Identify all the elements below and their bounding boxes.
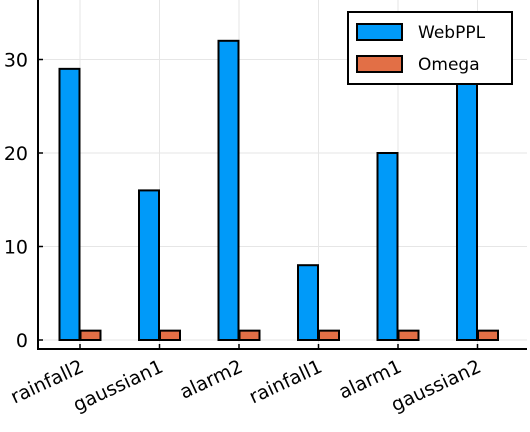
legend: WebPPL Omega — [347, 11, 513, 85]
bar-webppl-rainfall1 — [297, 264, 319, 342]
bar-omega-alarm2 — [238, 329, 261, 341]
bar-webppl-alarm2 — [217, 39, 240, 342]
y-tick-label: 20 — [4, 143, 28, 165]
y-tick-label: 30 — [4, 50, 28, 72]
x-tick-label: alarm2 — [176, 356, 246, 404]
bar-webppl-alarm1 — [376, 152, 399, 341]
legend-swatch-omega — [356, 55, 403, 73]
bar-omega-rainfall1 — [318, 329, 340, 341]
x-tick-label: rainfall1 — [246, 356, 326, 409]
bar-omega-alarm1 — [397, 329, 420, 341]
axes — [37, 0, 527, 350]
y-tick-label: 10 — [4, 237, 28, 259]
bar-webppl-gaussian1 — [138, 189, 160, 341]
legend-swatch-webppl — [356, 23, 403, 41]
x-tick-label: gaussian2 — [388, 356, 485, 417]
bar-omega-rainfall2 — [79, 329, 102, 341]
legend-label-webppl: WebPPL — [418, 23, 486, 43]
legend-label-omega: Omega — [418, 55, 480, 75]
bar-omega-gaussian1 — [159, 329, 181, 341]
y-tick-label: 0 — [16, 330, 28, 352]
x-tick-label: gaussian1 — [70, 356, 167, 417]
bar-omega-gaussian2 — [477, 329, 499, 341]
bars — [58, 11, 499, 342]
bar-webppl-rainfall2 — [58, 67, 81, 341]
